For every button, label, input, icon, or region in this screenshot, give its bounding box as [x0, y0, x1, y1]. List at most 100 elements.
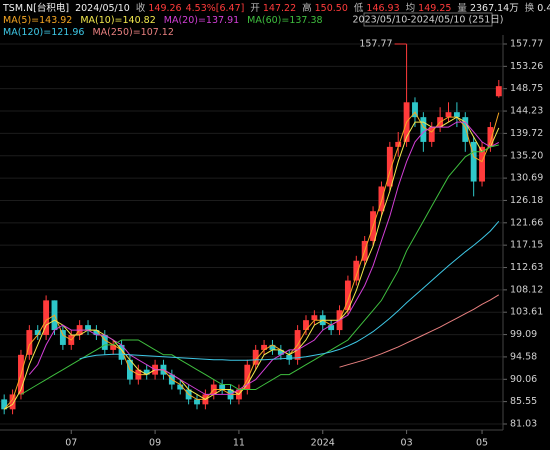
candle-body — [277, 349, 284, 355]
candle-body — [487, 127, 494, 147]
legend-entry: MA(120)=121.96 — [3, 27, 84, 38]
candle-body — [261, 344, 268, 350]
ticker: TSM.N[台积电] — [2, 2, 69, 14]
ma-line — [28, 121, 500, 395]
ma-line — [20, 144, 499, 395]
candle-body — [43, 300, 50, 336]
candle-body — [1, 399, 8, 410]
candle-body — [428, 127, 435, 142]
field-value: 150.50 — [315, 3, 348, 14]
candle-body — [311, 315, 318, 321]
candle-body — [445, 112, 452, 118]
y-tick-label: 81.03 — [510, 419, 537, 430]
candle-body — [244, 364, 251, 390]
x-tick-label: 09 — [149, 438, 161, 449]
y-tick-label: 144.23 — [510, 106, 543, 117]
candle-body — [412, 102, 418, 118]
quote-header: TSM.N[台积电] 2024/05/10 收 149.26 4.53%[6.47] 开 1… — [2, 2, 550, 14]
y-tick-label: 157.77 — [510, 39, 543, 50]
candle-body — [177, 384, 184, 390]
y-tick-label: 126.18 — [510, 195, 543, 206]
field-label: 开 — [250, 3, 260, 14]
plot-area — [0, 43, 503, 425]
candle-body — [219, 384, 226, 390]
range-label: 2023/05/10-2024/05/10 (251日) — [352, 15, 503, 26]
field-value: 149.25 — [418, 3, 451, 14]
candle-body — [353, 260, 360, 281]
legend-entry: MA(20)=137.91 — [164, 15, 239, 26]
field-label: 低 — [354, 2, 364, 14]
ma-line — [339, 294, 500, 368]
candle-body — [269, 344, 276, 350]
candle-body — [328, 325, 335, 331]
candle-body — [479, 146, 485, 182]
candle-body — [395, 141, 402, 147]
candle-body — [420, 117, 427, 142]
field-label: 换 — [525, 2, 535, 14]
candle-body — [93, 330, 100, 336]
y-tick-label: 112.63 — [510, 262, 543, 273]
candle-body — [26, 330, 33, 355]
field-value: 149.26 — [148, 3, 181, 14]
candle-body — [110, 344, 117, 350]
candle-body — [286, 354, 293, 360]
candle-body — [378, 186, 385, 212]
max-label: 157.77 — [359, 39, 392, 50]
y-tick-label: 94.58 — [510, 351, 537, 362]
candle-body — [194, 399, 200, 405]
legend-entry: MA(250)=107.12 — [92, 27, 173, 38]
candle-body — [101, 335, 108, 350]
field-value: 2367.14万 — [470, 3, 519, 14]
candle-body — [34, 330, 41, 336]
x-tick-label: 07 — [65, 438, 77, 449]
y-tick-label: 90.06 — [510, 374, 537, 385]
ma-line — [79, 220, 500, 361]
candle-body — [303, 320, 309, 331]
field-value: 147.22 — [263, 3, 296, 14]
quote-date: 2024/05/10 — [75, 3, 130, 14]
y-tick-label: 99.09 — [510, 329, 537, 340]
legend-row: MA(120)=121.96 MA(250)=107.12 — [3, 27, 174, 38]
candle-body — [344, 280, 351, 311]
field-label: 收 — [136, 2, 146, 14]
field-label: 高 — [302, 2, 312, 14]
candle-body — [462, 117, 469, 142]
field-value: 0.456% — [537, 3, 550, 14]
y-tick-label: 139.72 — [510, 128, 543, 139]
candle-body — [118, 344, 125, 360]
range-box — [363, 12, 493, 27]
candle-body — [85, 325, 91, 331]
field-value: 146.93 — [366, 3, 399, 14]
candle-body — [386, 146, 393, 187]
legend-entry: MA(10)=140.82 — [80, 15, 155, 26]
y-tick-label: 85.55 — [510, 396, 537, 407]
candle-body — [470, 141, 477, 182]
y-tick-label: 108.12 — [510, 284, 543, 295]
y-tick-label: 148.75 — [510, 83, 543, 94]
x-tick-label: 11 — [233, 438, 245, 449]
candle-body — [495, 86, 502, 97]
candle-body — [453, 112, 460, 118]
ma-line — [3, 116, 500, 410]
legend-entry: MA(60)=137.38 — [247, 15, 322, 26]
x-tick-label: 2024 — [311, 438, 335, 449]
x-tick-label: 05 — [476, 438, 488, 449]
y-tick-label: 117.15 — [510, 240, 543, 251]
y-tick-label: 121.66 — [510, 217, 543, 228]
y-tick-label: 135.20 — [510, 150, 543, 161]
y-tick-label: 103.61 — [510, 307, 543, 318]
y-tick-label: 130.69 — [510, 173, 543, 184]
field-value: 4.53%[6.47] — [186, 3, 245, 14]
candle-body — [9, 394, 16, 410]
candle-body — [252, 349, 259, 365]
field-label: 均 — [406, 2, 416, 14]
legend-row: MA(5)=143.92 MA(10)=140.82 MA(20)=137.91 MA… — [3, 15, 323, 26]
legend-entry: MA(5)=143.92 — [3, 15, 72, 26]
candle-body — [143, 369, 150, 375]
field-label: 量 — [457, 3, 467, 14]
x-tick-label: 03 — [401, 438, 413, 449]
candle-body — [59, 330, 66, 345]
y-tick-label: 153.26 — [510, 61, 543, 72]
